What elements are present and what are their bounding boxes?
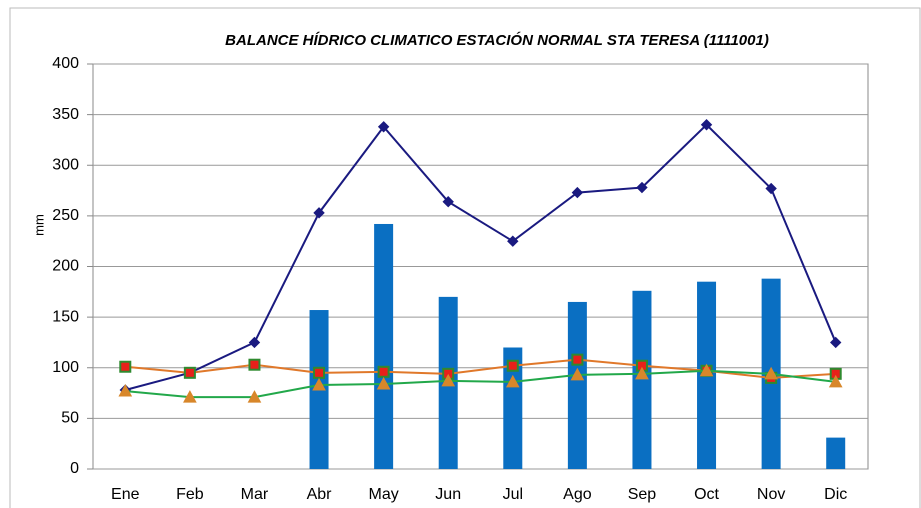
marker bbox=[119, 360, 132, 373]
y-axis-label: mm bbox=[31, 214, 46, 236]
marker bbox=[313, 366, 326, 379]
x-tick-label: Jun bbox=[435, 486, 461, 503]
marker bbox=[507, 235, 519, 247]
marker bbox=[376, 376, 391, 390]
x-tick-label: Dic bbox=[824, 486, 847, 503]
chart-frame bbox=[9, 7, 921, 508]
y-tick-label: 0 bbox=[70, 460, 79, 477]
x-tick-label: Sep bbox=[628, 486, 657, 503]
marker bbox=[636, 181, 648, 194]
line bbox=[125, 369, 836, 399]
y-tick-label: 350 bbox=[52, 106, 79, 123]
bar bbox=[374, 223, 394, 469]
marker bbox=[377, 365, 390, 378]
bar bbox=[567, 301, 587, 469]
marker bbox=[183, 390, 197, 403]
marker bbox=[764, 366, 778, 380]
marker bbox=[505, 374, 520, 388]
x-tick-label: Oct bbox=[694, 486, 719, 503]
marker bbox=[570, 367, 585, 381]
marker bbox=[699, 363, 714, 377]
line bbox=[125, 123, 837, 391]
marker bbox=[506, 359, 519, 372]
marker bbox=[700, 119, 713, 131]
x-tick-label: Ene bbox=[111, 486, 140, 503]
marker bbox=[247, 390, 262, 403]
marker bbox=[571, 353, 584, 366]
x-tick-label: Jul bbox=[503, 486, 523, 503]
x-tick-label: Abr bbox=[307, 486, 333, 503]
marker bbox=[312, 377, 326, 391]
y-tick-label: 150 bbox=[52, 308, 79, 325]
y-tick-label: 50 bbox=[61, 410, 79, 427]
marker bbox=[183, 366, 196, 379]
bar bbox=[826, 437, 846, 469]
marker bbox=[442, 195, 454, 208]
y-tick-label: 250 bbox=[52, 207, 79, 224]
marker bbox=[828, 374, 843, 388]
x-tick-label: Feb bbox=[176, 486, 204, 503]
marker bbox=[571, 186, 584, 199]
marker bbox=[635, 366, 649, 380]
bar bbox=[503, 347, 523, 469]
chart-title: BALANCE HÍDRICO CLIMATICO ESTACIÓN NORMA… bbox=[225, 31, 769, 49]
x-tick-label: Nov bbox=[757, 486, 785, 503]
marker bbox=[313, 207, 325, 219]
y-tick-label: 100 bbox=[52, 359, 79, 376]
marker bbox=[248, 336, 261, 349]
marker bbox=[441, 373, 456, 387]
marker bbox=[830, 336, 842, 349]
y-tick-label: 400 bbox=[52, 55, 79, 72]
marker bbox=[377, 121, 390, 133]
bar bbox=[632, 290, 652, 469]
marker bbox=[248, 358, 261, 371]
x-tick-label: May bbox=[369, 486, 399, 503]
marker bbox=[765, 182, 777, 195]
marker bbox=[118, 383, 133, 397]
y-tick-label: 300 bbox=[52, 156, 79, 173]
y-tick-label: 200 bbox=[52, 258, 79, 275]
x-tick-label: Ago bbox=[563, 486, 592, 503]
x-tick-label: Mar bbox=[241, 486, 269, 503]
